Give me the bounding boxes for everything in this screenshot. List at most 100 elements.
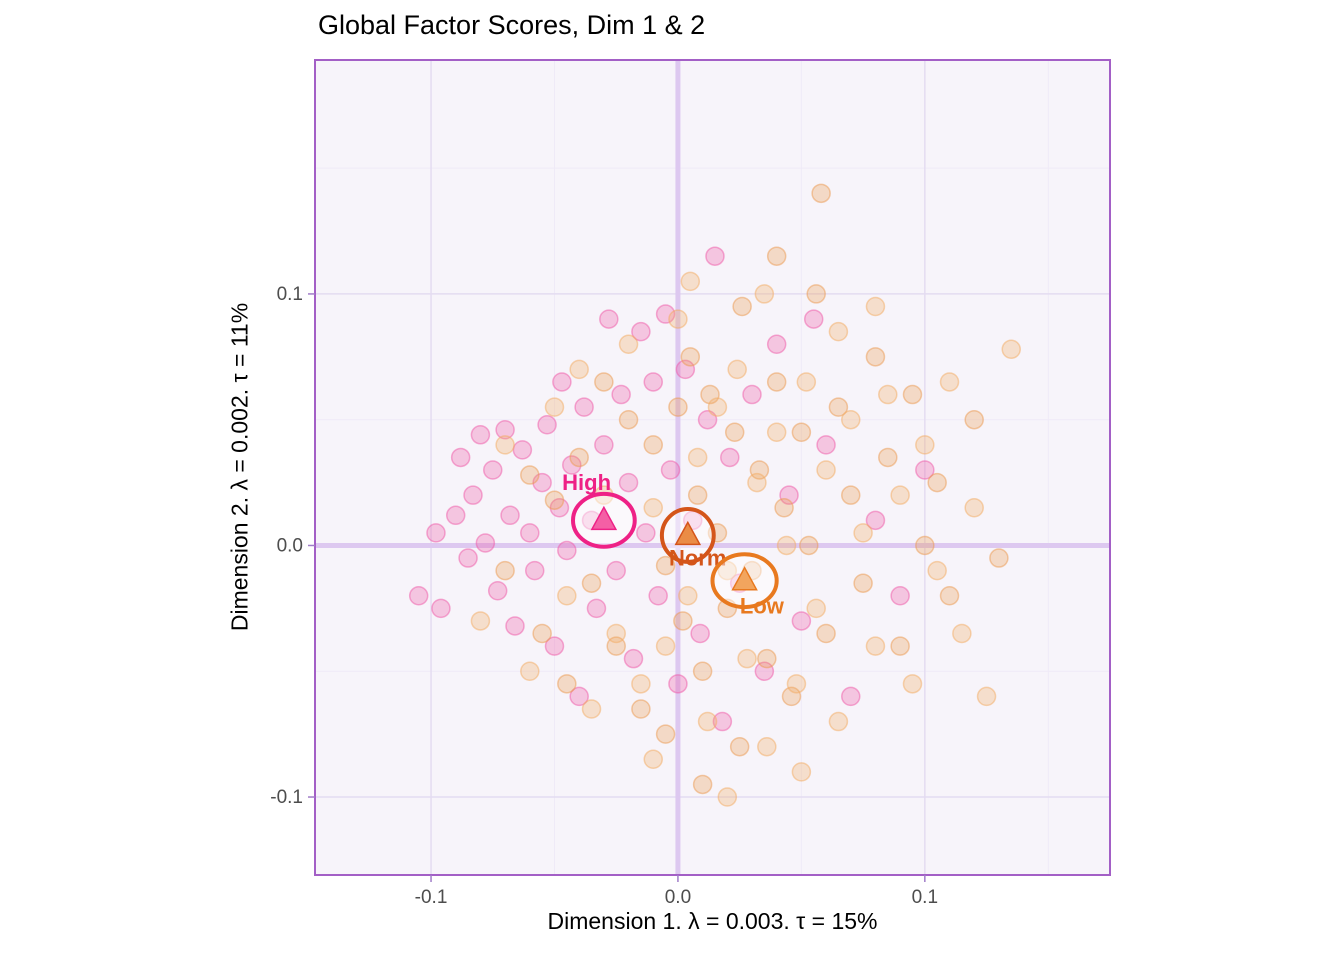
data-point — [463, 485, 483, 505]
data-point — [757, 736, 777, 757]
data-point — [865, 636, 886, 656]
data-point — [939, 372, 960, 392]
data-point — [520, 465, 540, 485]
data-point — [594, 372, 614, 392]
data-point — [707, 397, 728, 417]
data-point — [675, 359, 696, 380]
data-point — [890, 636, 910, 656]
axis-layer: -0.1 0.0 0.1 -0.1 0.0 0.1 — [270, 284, 938, 908]
data-point — [557, 540, 577, 561]
data-point — [927, 560, 947, 581]
x-tick-label: 0.1 — [912, 887, 938, 908]
data-point — [500, 505, 520, 526]
data-point — [828, 397, 849, 417]
data-point — [520, 523, 540, 543]
chart-title: Global Factor Scores, Dim 1 & 2 — [318, 10, 706, 40]
data-point — [557, 586, 577, 606]
data-point — [537, 414, 557, 435]
data-point — [779, 485, 799, 505]
data-point — [732, 296, 752, 317]
data-point — [450, 447, 471, 468]
data-point — [483, 460, 503, 480]
data-point — [692, 774, 713, 795]
x-axis-label: Dimension 1. λ = 0.003. τ = 15% — [547, 908, 878, 934]
data-point — [915, 535, 935, 556]
x-tick-label: -0.1 — [415, 887, 448, 908]
data-point — [766, 372, 787, 392]
plot-panel — [315, 60, 1110, 875]
mean-triangle — [590, 505, 618, 531]
data-point — [757, 648, 777, 669]
data-point — [806, 284, 826, 304]
data-point — [791, 762, 812, 782]
data-point — [774, 497, 794, 518]
group-label: High — [562, 470, 611, 495]
data-point — [766, 422, 787, 443]
data-point — [680, 271, 701, 292]
data-point — [841, 485, 861, 505]
data-point — [569, 359, 589, 380]
data-point — [495, 420, 515, 440]
data-point — [989, 548, 1009, 568]
data-point — [766, 334, 787, 354]
data-point — [828, 711, 849, 732]
data-point — [631, 699, 651, 719]
data-point — [668, 309, 688, 329]
data-point — [680, 347, 701, 367]
data-point — [766, 246, 787, 266]
data-point — [902, 384, 923, 405]
data-point — [737, 648, 757, 669]
data-point — [606, 623, 626, 644]
data-point — [678, 586, 698, 606]
data-point — [786, 674, 807, 694]
data-point — [806, 598, 826, 619]
data-point — [692, 661, 713, 681]
data-point — [581, 573, 602, 593]
data-point — [606, 560, 626, 581]
data-point — [643, 497, 663, 518]
data-point — [791, 611, 812, 631]
mean-triangle — [674, 520, 702, 546]
data-point — [952, 623, 972, 644]
data-point — [690, 623, 710, 644]
data-point — [581, 699, 602, 719]
data-point — [687, 447, 708, 468]
data-point — [431, 598, 451, 619]
data-point — [816, 435, 836, 455]
data-point — [853, 523, 873, 543]
data-point — [544, 636, 565, 656]
data-point — [865, 510, 886, 531]
mean-triangle — [731, 566, 758, 591]
data-point — [754, 284, 775, 304]
data-point — [631, 674, 651, 694]
data-point — [976, 686, 997, 707]
data-point — [865, 296, 886, 317]
data-point — [747, 472, 767, 493]
data-point — [890, 586, 910, 606]
data-point — [552, 372, 572, 392]
data-point — [668, 397, 688, 417]
y-tick-label: 0.0 — [277, 535, 303, 556]
data-point — [915, 460, 935, 480]
data-point — [505, 616, 525, 636]
data-point — [594, 435, 614, 455]
data-point — [475, 533, 496, 553]
data-point — [648, 586, 668, 606]
data-point — [799, 535, 819, 556]
data-point — [524, 560, 545, 581]
data-point — [569, 686, 589, 707]
data-point — [791, 422, 812, 443]
data-point — [717, 787, 738, 807]
data-point — [781, 686, 802, 707]
data-point — [599, 309, 619, 329]
data-point — [720, 447, 740, 468]
data-point — [643, 749, 663, 770]
data-point — [655, 304, 676, 324]
data-point — [964, 497, 984, 518]
data-point — [1001, 339, 1021, 360]
data-point — [636, 523, 656, 543]
data-point — [470, 425, 491, 445]
data-point — [697, 711, 718, 732]
data-point — [742, 384, 762, 405]
